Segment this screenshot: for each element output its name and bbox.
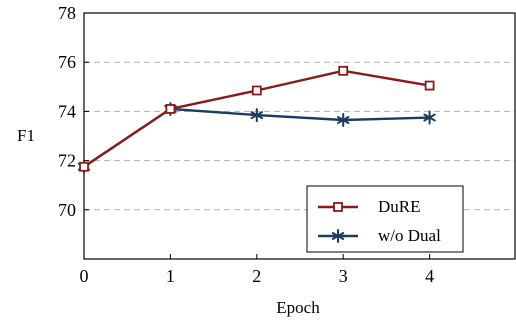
series-lines (77, 65, 436, 174)
data-point-wo-dual (423, 110, 436, 125)
legend-marker (331, 229, 345, 243)
x-axis-label: Epoch (276, 298, 320, 317)
y-tick-label: 72 (58, 151, 76, 171)
x-tick-label: 2 (252, 266, 261, 286)
data-point-wo-dual (337, 113, 350, 128)
data-point-dure (338, 65, 349, 76)
x-tick-label: 0 (80, 266, 89, 286)
y-tick-label: 76 (58, 52, 76, 72)
data-point-dure (424, 80, 435, 91)
axis-ticks: 70 72 74 76 78 0 1 2 3 4 (58, 3, 434, 286)
data-point-dure (165, 104, 176, 114)
legend-entry-wo-dual (318, 229, 358, 243)
data-point-dure (251, 85, 262, 96)
legend-label-dure: DuRE (378, 197, 421, 216)
y-axis-label: F1 (17, 126, 35, 145)
x-tick-label: 3 (339, 266, 348, 286)
y-tick-label: 78 (58, 3, 76, 23)
y-tick-label: 70 (58, 200, 76, 220)
plot-frame (83, 12, 516, 260)
legend-box (306, 185, 464, 253)
y-tick-label: 74 (58, 101, 76, 121)
x-tick-label: 4 (425, 266, 434, 286)
legend-marker (333, 202, 343, 212)
data-point-wo-dual (250, 108, 263, 123)
data-point-dure (79, 161, 89, 172)
legend-label-wo-dual: w/o Dual (378, 226, 441, 245)
legend: DuRE w/o Dual (306, 185, 464, 253)
legend-entry-dure (318, 202, 358, 212)
x-tick-label: 1 (166, 266, 175, 286)
grid-lines (84, 61, 515, 211)
